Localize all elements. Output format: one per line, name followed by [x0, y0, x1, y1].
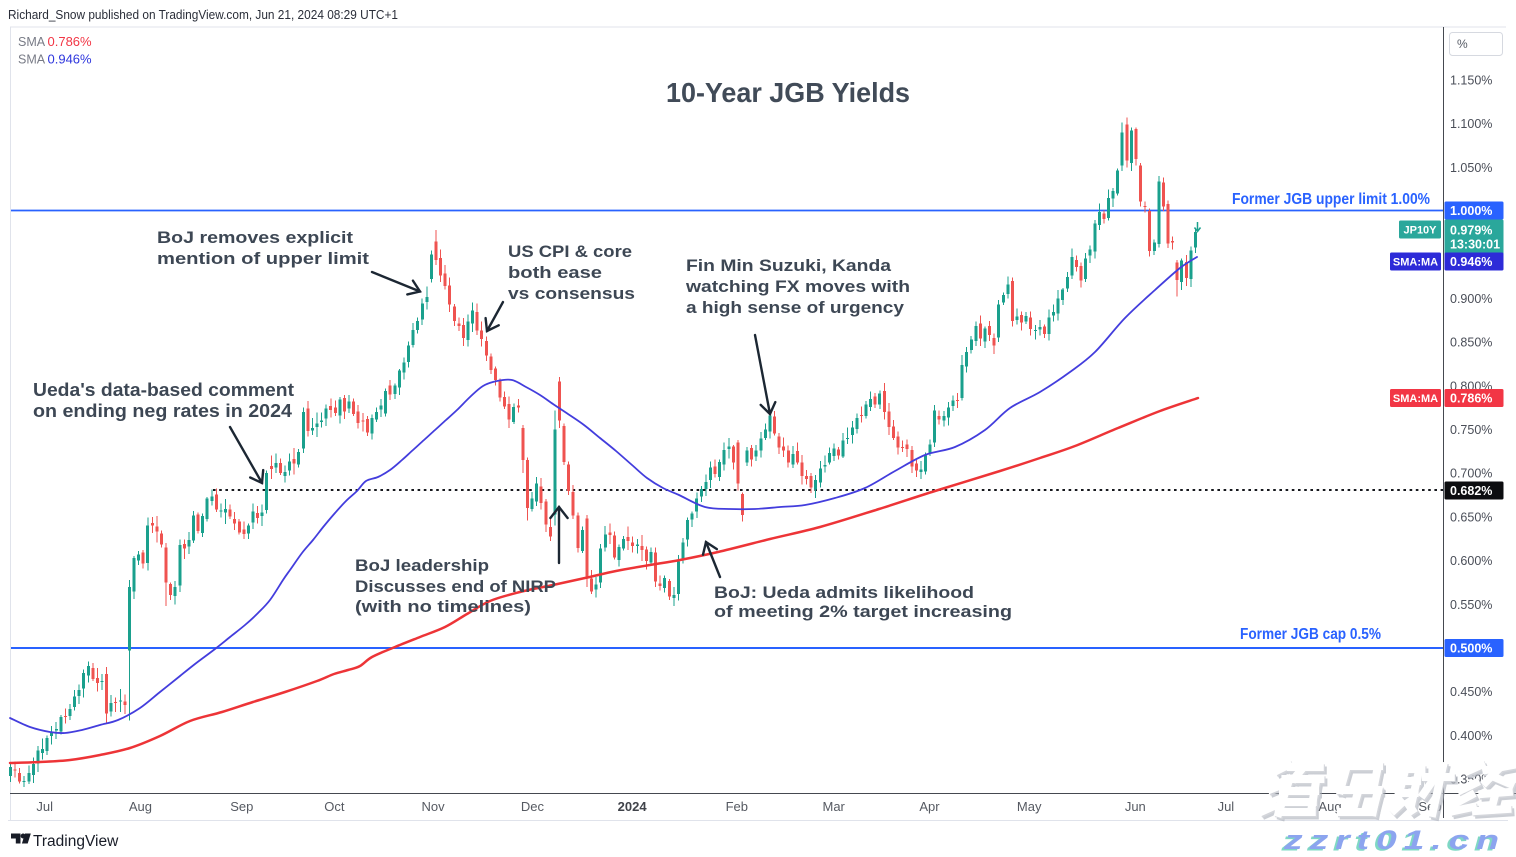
svg-text:0.700%: 0.700% [1450, 467, 1492, 481]
svg-text:Aug: Aug [1318, 799, 1341, 814]
svg-text:Jun: Jun [1125, 799, 1146, 814]
svg-text:Richard_Snow published on Trad: Richard_Snow published on TradingView.co… [8, 7, 398, 22]
svg-text:Mar: Mar [823, 799, 846, 814]
svg-text:Former JGB cap 0.5%: Former JGB cap 0.5% [1240, 626, 1381, 643]
svg-text:0.750%: 0.750% [1450, 423, 1492, 437]
svg-text:0.550%: 0.550% [1450, 598, 1492, 612]
svg-text:BoJ removes explicit: BoJ removes explicit [157, 228, 353, 247]
svg-text:1.000%: 1.000% [1450, 204, 1492, 218]
svg-text:1.150%: 1.150% [1450, 73, 1492, 87]
svg-text:SMA:MA: SMA:MA [1393, 393, 1438, 405]
svg-text:10-Year JGB Yields: 10-Year JGB Yields [666, 77, 910, 108]
svg-text:Apr: Apr [919, 799, 940, 814]
svg-text:US CPI & core: US CPI & core [508, 242, 632, 261]
svg-text:0.946%: 0.946% [48, 52, 93, 67]
svg-text:Jul: Jul [1218, 799, 1235, 814]
svg-text:0.450%: 0.450% [1450, 685, 1492, 699]
svg-text:0.400%: 0.400% [1450, 729, 1492, 743]
svg-text:vs consensus: vs consensus [508, 284, 635, 303]
svg-text:0.650%: 0.650% [1450, 510, 1492, 524]
svg-text:BoJ: Ueda admits likelihood: BoJ: Ueda admits likelihood [714, 583, 974, 602]
svg-text:Dec: Dec [521, 799, 545, 814]
svg-text:Discusses end of NIRP: Discusses end of NIRP [355, 577, 556, 596]
svg-text:Fin Min Suzuki, Kanda: Fin Min Suzuki, Kanda [686, 256, 892, 275]
svg-text:zzrt01.cn: zzrt01.cn [1280, 827, 1503, 857]
svg-text:zzrt01.cn: zzrt01.cn [1283, 825, 1506, 855]
svg-text:0.682%: 0.682% [1450, 484, 1492, 498]
svg-text:1.100%: 1.100% [1450, 117, 1492, 131]
svg-text:0.979%: 0.979% [1450, 223, 1492, 237]
svg-text:13:30:01: 13:30:01 [1450, 237, 1500, 251]
svg-text:SMA: SMA [18, 53, 46, 67]
svg-text:both ease: both ease [508, 263, 602, 282]
svg-text:1.050%: 1.050% [1450, 161, 1492, 175]
svg-text:Sep: Sep [230, 799, 253, 814]
svg-text:Aug: Aug [129, 799, 152, 814]
svg-text:SMA: SMA [18, 35, 46, 49]
svg-text:Former JGB upper limit 1.00%: Former JGB upper limit 1.00% [1232, 191, 1430, 208]
svg-text:May: May [1017, 799, 1042, 814]
svg-text:0.850%: 0.850% [1450, 336, 1492, 350]
svg-text:(with no timelines): (with no timelines) [355, 597, 531, 616]
svg-text:0.500%: 0.500% [1450, 641, 1492, 655]
svg-text:Oct: Oct [324, 799, 345, 814]
svg-text:0.946%: 0.946% [1450, 255, 1492, 269]
svg-text:2024: 2024 [618, 799, 648, 814]
svg-text:JP10Y: JP10Y [1403, 225, 1437, 237]
svg-text:of meeting 2% target increasin: of meeting 2% target increasing [714, 602, 1012, 621]
svg-text:0.786%: 0.786% [1450, 391, 1492, 405]
svg-text:0.900%: 0.900% [1450, 292, 1492, 306]
svg-text:Jul: Jul [36, 799, 53, 814]
svg-text:0.786%: 0.786% [48, 34, 93, 49]
svg-text:Feb: Feb [726, 799, 748, 814]
svg-text:SMA:MA: SMA:MA [1393, 257, 1438, 269]
svg-text:BoJ leadership: BoJ leadership [355, 556, 489, 575]
svg-text:mention of upper limit: mention of upper limit [157, 249, 369, 268]
svg-text:TradingView: TradingView [33, 833, 119, 850]
svg-text:Nov: Nov [422, 799, 446, 814]
svg-text:a high sense of urgency: a high sense of urgency [686, 298, 905, 317]
svg-text:%: % [1457, 37, 1468, 51]
svg-text:Ueda's data-based comment: Ueda's data-based comment [33, 380, 294, 400]
svg-text:on ending neg rates in 2024: on ending neg rates in 2024 [33, 401, 292, 421]
svg-text:watching FX moves with: watching FX moves with [685, 277, 910, 296]
svg-text:0.600%: 0.600% [1450, 554, 1492, 568]
